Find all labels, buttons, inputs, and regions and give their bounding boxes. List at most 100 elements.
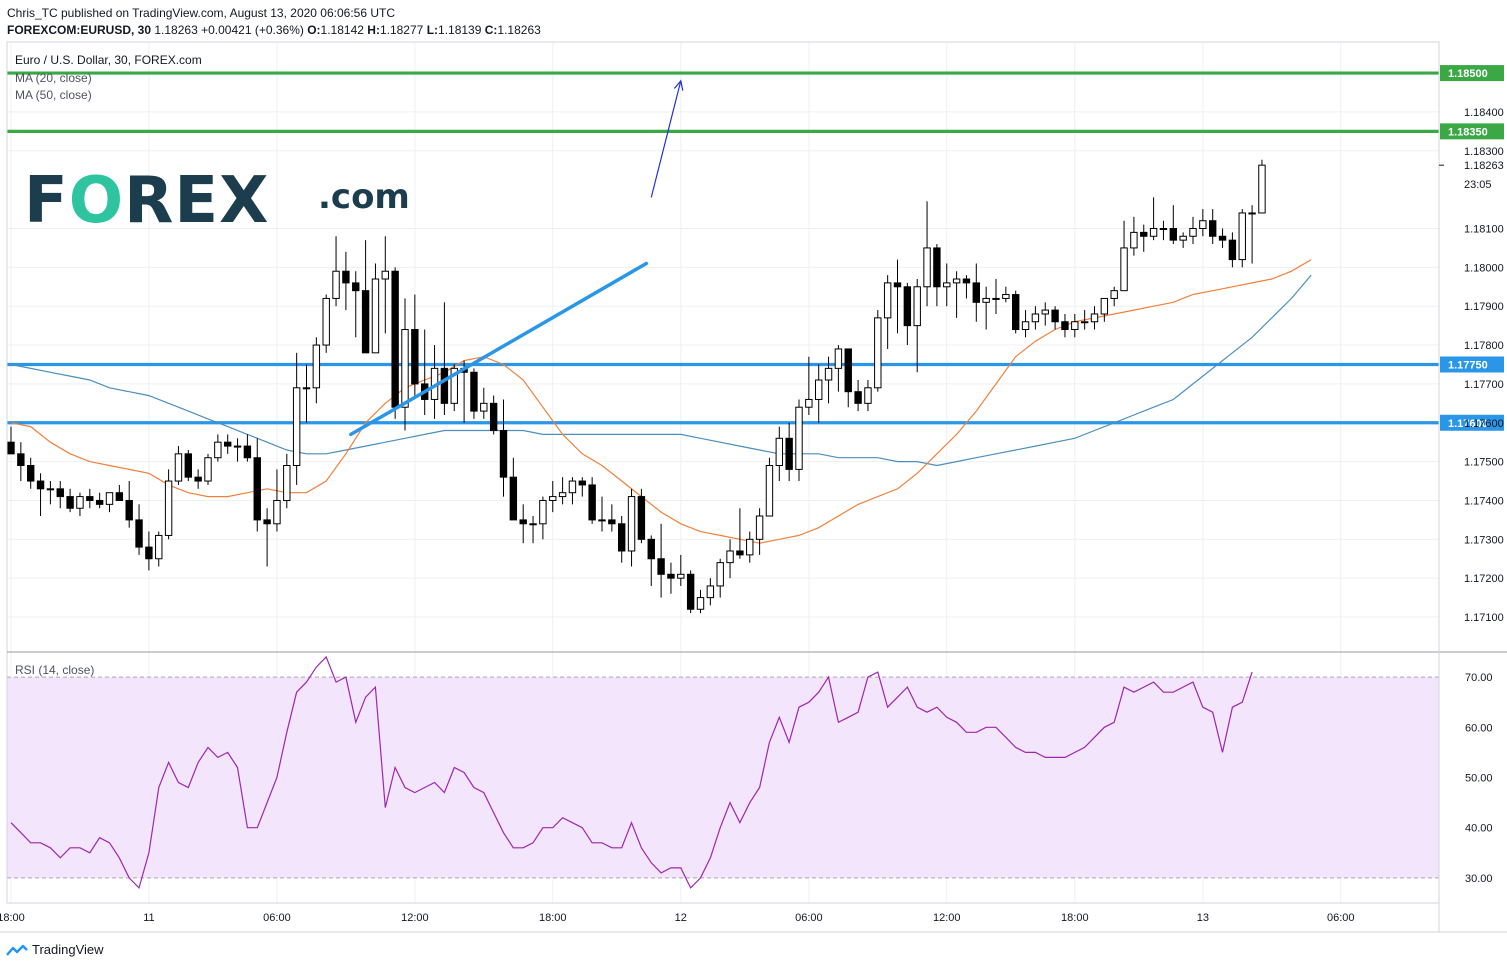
price-tick-label: 1.17200 xyxy=(1464,573,1504,585)
candle-body xyxy=(706,585,715,599)
ma50-legend[interactable]: MA (50, close) xyxy=(15,88,92,102)
candle xyxy=(962,275,971,299)
candle-body xyxy=(381,270,390,280)
candle xyxy=(470,368,478,419)
candle xyxy=(667,562,675,594)
candle xyxy=(1130,216,1138,256)
candle-body xyxy=(1031,313,1040,323)
candle xyxy=(1209,209,1217,245)
candle xyxy=(627,488,636,567)
candle xyxy=(352,271,360,338)
candle xyxy=(874,310,882,392)
candle-body xyxy=(883,282,892,319)
candle-body xyxy=(1159,227,1168,230)
candle-body xyxy=(755,515,764,540)
candle-body xyxy=(440,367,449,404)
price-tick-label: 1.18300 xyxy=(1464,146,1504,158)
candle xyxy=(755,508,764,555)
candle-body xyxy=(1218,235,1227,241)
candle xyxy=(509,457,518,521)
candle xyxy=(1120,220,1128,292)
candle xyxy=(480,387,488,419)
candle xyxy=(657,523,665,598)
rsi-tick-label: 50.00 xyxy=(1465,773,1493,785)
candle xyxy=(775,426,783,482)
candle xyxy=(736,508,744,559)
candle xyxy=(27,457,35,489)
candle xyxy=(1080,310,1089,330)
candle-body xyxy=(952,278,961,284)
price-tick-label: 1.17500 xyxy=(1464,457,1504,469)
candle xyxy=(893,259,902,334)
rsi-band xyxy=(7,676,1439,879)
candle xyxy=(450,364,458,412)
forex-logo: FOREX .com xyxy=(24,164,410,238)
horizontal-levels[interactable]: 1.18500 1.18350 1.17750 1.17600 xyxy=(7,65,1504,431)
candle-body xyxy=(677,573,685,579)
candle xyxy=(795,399,803,482)
candle-body xyxy=(568,480,577,494)
candle-body xyxy=(95,499,104,505)
candle-body xyxy=(145,546,153,560)
candle xyxy=(421,329,429,415)
candle xyxy=(1140,224,1148,252)
ma20-legend[interactable]: MA (20, close) xyxy=(15,71,92,85)
candle-body xyxy=(243,445,252,459)
candle-body xyxy=(17,453,25,467)
tradingview-footer[interactable]: TradingView xyxy=(6,942,104,957)
candle-body xyxy=(696,597,705,610)
candle-body xyxy=(302,387,311,390)
drawings[interactable] xyxy=(349,79,684,437)
time-tick-label: 12 xyxy=(675,912,687,924)
candle-body xyxy=(982,297,990,303)
candle xyxy=(834,345,843,392)
candle-body xyxy=(874,317,882,389)
trendline xyxy=(349,261,649,437)
candle xyxy=(716,558,724,598)
candle-body xyxy=(1012,294,1020,331)
rsi-tick-label: 40.00 xyxy=(1465,823,1493,835)
candle-body xyxy=(86,496,94,501)
candle-body xyxy=(56,488,64,498)
candle xyxy=(1110,286,1118,307)
candle xyxy=(1090,306,1099,330)
candle-body xyxy=(391,270,399,408)
candle xyxy=(677,554,685,586)
candle xyxy=(95,492,104,509)
candle xyxy=(647,535,655,586)
candle xyxy=(952,271,961,318)
countdown-label: 23:05 xyxy=(1464,179,1492,191)
rsi-legend[interactable]: RSI (14, close) xyxy=(15,663,95,677)
price-tick-label: 1.17100 xyxy=(1464,612,1504,624)
candle-body xyxy=(155,534,163,560)
price-tick-label: 1.17600 xyxy=(1464,418,1504,430)
logo-letter: R xyxy=(124,164,174,238)
instrument-legend[interactable]: Euro / U.S. Dollar, 30, FOREX.com xyxy=(15,53,202,67)
candle-body xyxy=(686,573,695,610)
candle xyxy=(381,236,390,334)
candle-body xyxy=(933,247,941,288)
candle-body xyxy=(233,445,242,448)
candle xyxy=(1248,205,1256,264)
candle-body xyxy=(785,437,793,470)
candle-body xyxy=(125,499,133,521)
candle-body xyxy=(903,286,912,327)
candle xyxy=(1258,159,1266,214)
candle-body xyxy=(824,367,833,381)
candle-body xyxy=(7,441,15,455)
candle xyxy=(1071,313,1079,338)
candle-body xyxy=(1189,227,1197,237)
candle xyxy=(1031,306,1040,330)
candle-body xyxy=(1120,247,1128,292)
candle-body xyxy=(1238,212,1246,261)
candle xyxy=(815,364,823,423)
time-tick-label: 18:00 xyxy=(0,912,25,924)
candle-body xyxy=(76,496,84,509)
candle xyxy=(578,477,586,497)
candle xyxy=(332,236,340,307)
candle xyxy=(46,481,55,505)
candle-body xyxy=(627,496,636,552)
candle-body xyxy=(1199,220,1207,229)
candle-body xyxy=(352,282,360,292)
